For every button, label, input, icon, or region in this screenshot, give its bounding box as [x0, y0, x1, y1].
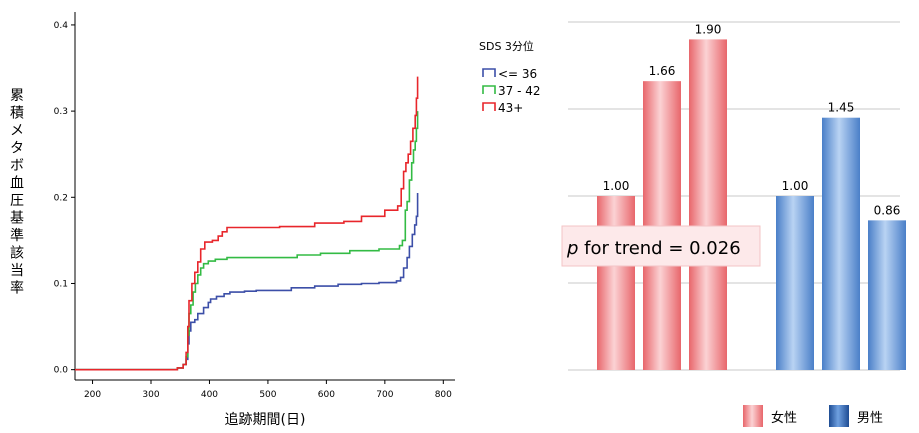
bar-value-label: 1.00 — [603, 179, 630, 193]
y-axis-label: 累積メタボ血圧基準該当率 — [10, 88, 24, 297]
x-tick-label: 300 — [142, 390, 159, 400]
trend-text: p for trend = 0.026 — [566, 238, 741, 259]
legend-label-male: 男性 — [857, 411, 883, 426]
y-tick-label: 0.3 — [54, 107, 68, 117]
y-tick-label: 0.2 — [54, 193, 68, 203]
km-line-low — [75, 193, 419, 371]
bar-female-1 — [597, 196, 635, 370]
legend-label-female: 女性 — [771, 410, 797, 426]
legend-swatch-female — [743, 405, 763, 427]
trend-text-rest: for trend = 0.026 — [578, 238, 740, 259]
km-line-high — [75, 76, 419, 371]
cumulative-incidence-chart: 200 300 400 500 600 700 800 0.0 0.1 0.2 0.3 0.4 累積… — [10, 12, 541, 428]
bar-value-label: 0.86 — [874, 203, 901, 217]
legend-label-high: 43+ — [498, 101, 523, 115]
relative-risk-bar-chart: 1.00 1.66 1.90 1.00 1.45 0.86 p for trend = 0… — [561, 21, 906, 427]
legend-swatch-low — [482, 68, 496, 77]
trend-box — [561, 225, 761, 267]
bar-male-2 — [822, 117, 860, 370]
bar-value-label: 1.00 — [782, 179, 809, 193]
legend-label-low: <= 36 — [498, 67, 537, 81]
legend: SDS 3分位 <= 36 37 - 42 43+ — [479, 39, 541, 115]
bar-male-3 — [868, 220, 906, 370]
y-tick-label: 0.0 — [54, 366, 69, 376]
x-tick-label: 200 — [84, 390, 101, 400]
trend-p-letter: p — [566, 238, 578, 259]
bar-value-label: 1.45 — [828, 101, 855, 115]
y-tick-label: 0.4 — [54, 21, 69, 31]
trend-annotation: p for trend = 0.026 — [561, 225, 761, 267]
bar-male-1 — [776, 196, 814, 370]
bar-value-label: 1.90 — [695, 22, 722, 36]
bar-value-label: 1.66 — [649, 64, 676, 78]
x-tick-label: 600 — [318, 390, 335, 400]
legend-swatch-high — [482, 102, 496, 111]
x-tick-label: 800 — [435, 390, 452, 400]
bar-legend: 女性 男性 — [743, 405, 883, 427]
x-tick-label: 700 — [376, 390, 393, 400]
legend-title: SDS 3分位 — [479, 39, 534, 53]
km-line-mid — [75, 111, 419, 371]
x-axis-label: 追跡期間(日) — [225, 412, 306, 428]
legend-label-mid: 37 - 42 — [498, 84, 541, 98]
y-tick-label: 0.1 — [54, 279, 68, 289]
bar-female-3 — [689, 39, 727, 371]
x-tick-label: 400 — [201, 390, 218, 400]
legend-swatch-male — [829, 405, 849, 427]
x-tick-label: 500 — [259, 390, 276, 400]
legend-swatch-mid — [482, 85, 496, 94]
